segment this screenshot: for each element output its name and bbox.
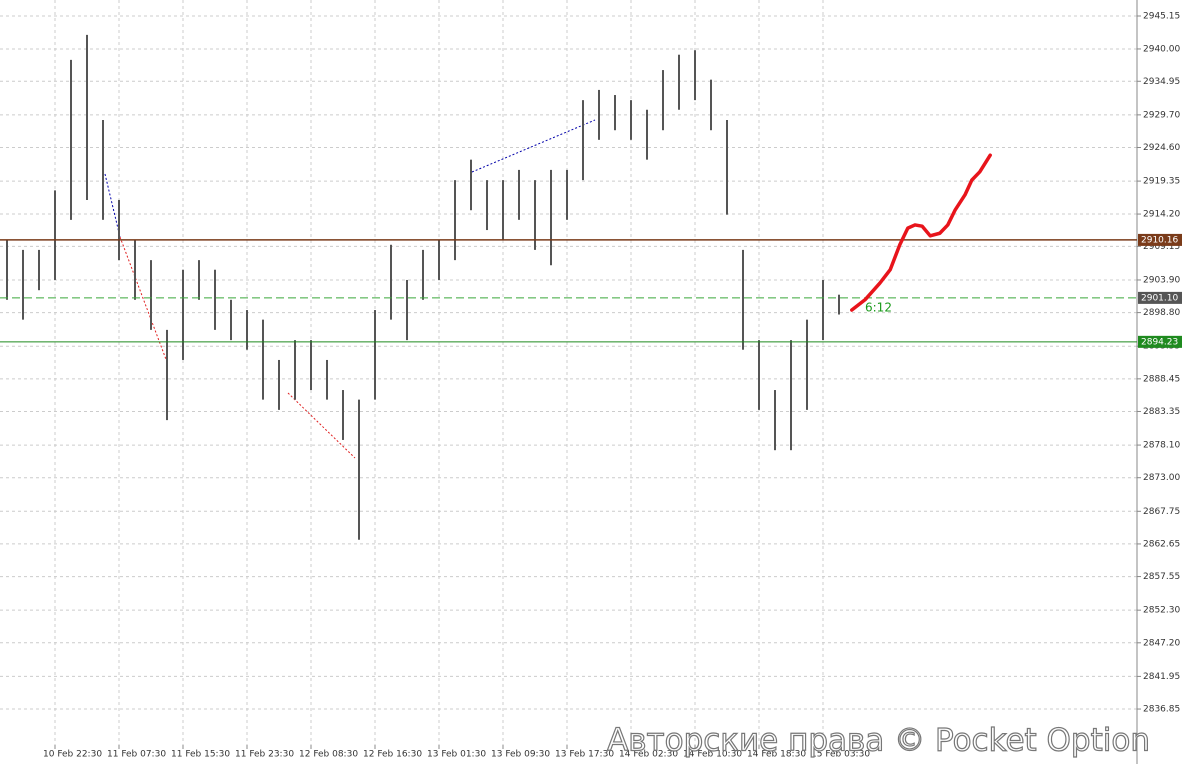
- x-tick-label: 13 Feb 17:30: [555, 750, 614, 760]
- y-tick-label: 2903.90: [1143, 275, 1180, 285]
- x-tick-label: 11 Feb 15:30: [171, 750, 230, 760]
- y-tick-label: 2873.00: [1143, 473, 1180, 483]
- y-tick-label: 2909.15: [1143, 242, 1180, 252]
- y-tick-label: 2878.10: [1143, 441, 1180, 451]
- watermark: Авторские права © Pocket Option: [607, 723, 1150, 759]
- x-tick-label: 14 Feb 10:30: [683, 750, 742, 760]
- y-tick-label: 2862.65: [1143, 539, 1180, 549]
- y-tick-label: 2924.60: [1143, 143, 1180, 153]
- x-tick-label: 11 Feb 23:30: [235, 750, 294, 760]
- y-tick-label: 2914.20: [1143, 210, 1180, 220]
- y-tick-label: 2929.70: [1143, 110, 1180, 120]
- y-tick-label: 2919.35: [1143, 177, 1180, 187]
- y-tick-label: 2841.95: [1143, 672, 1180, 682]
- x-tick-label: 14 Feb 02:30: [619, 750, 678, 760]
- x-tick-label: 15 Feb 03:30: [811, 750, 870, 760]
- x-tick-label: 10 Feb 22:30: [43, 750, 102, 760]
- price-level-label: 2901.10: [1141, 293, 1178, 303]
- price-level-box: [1138, 335, 1182, 348]
- trend-line: [104, 173, 121, 238]
- y-tick-label: 2852.30: [1143, 606, 1180, 616]
- timer: 6:12: [865, 301, 892, 315]
- y-tick-label: 2867.75: [1143, 507, 1180, 517]
- y-tick-label: 2940.00: [1143, 44, 1180, 54]
- x-tick-label: 13 Feb 09:30: [491, 750, 550, 760]
- price-level-box: [1138, 291, 1182, 304]
- y-tick-label: 2934.95: [1143, 77, 1180, 87]
- y-tick-label: 2847.20: [1143, 638, 1180, 648]
- y-tick-label: 2883.35: [1143, 407, 1180, 417]
- price-level-label: 2894.23: [1141, 337, 1178, 347]
- trend-line: [287, 392, 356, 459]
- forecast-line: [850, 153, 992, 312]
- y-tick-label: 2836.85: [1143, 705, 1180, 715]
- x-tick-label: 12 Feb 08:30: [299, 750, 358, 760]
- y-tick-label: 2888.45: [1143, 374, 1180, 384]
- x-tick-label: 11 Feb 07:30: [107, 750, 166, 760]
- x-tick-label: 13 Feb 01:30: [427, 750, 486, 760]
- x-tick-label: 14 Feb 18:30: [747, 750, 806, 760]
- y-tick-label: 2898.80: [1143, 308, 1180, 318]
- x-tick-label: 12 Feb 16:30: [363, 750, 422, 760]
- y-tick-label: 2857.55: [1143, 572, 1180, 582]
- price-level-label: 2910.16: [1141, 235, 1178, 245]
- y-tick-label: 2945.15: [1143, 11, 1180, 21]
- price-level-box: [1138, 233, 1182, 246]
